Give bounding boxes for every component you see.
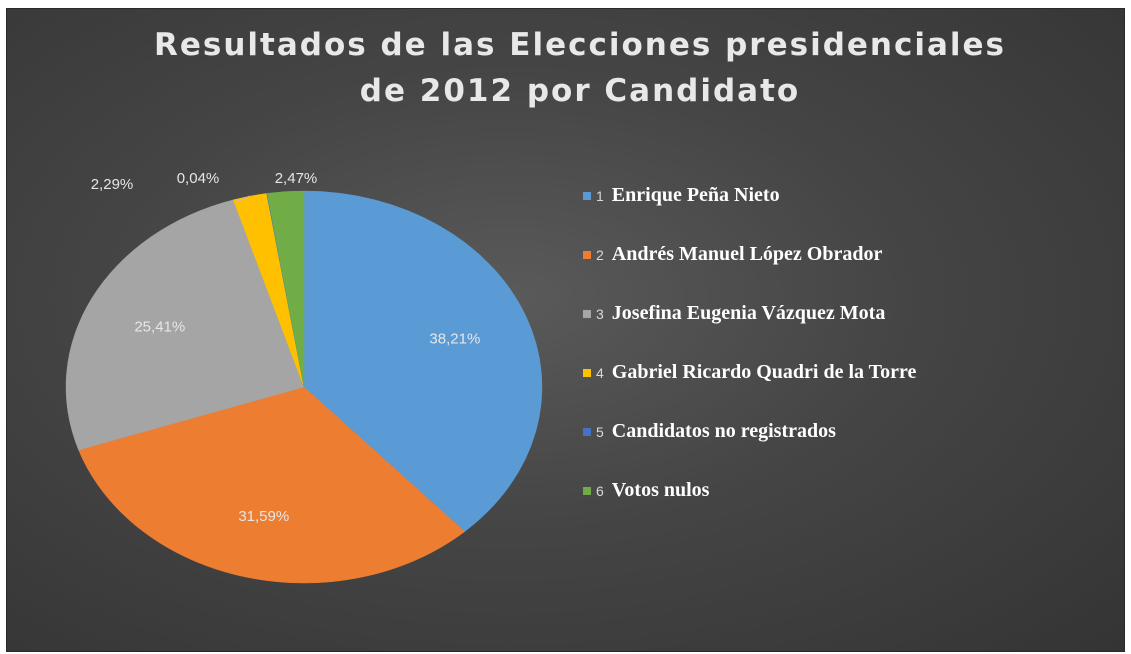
legend-item-3: 3 Josefina Eugenia Vázquez Mota [583, 284, 1123, 343]
legend-swatch-2 [583, 250, 591, 259]
legend-label-1: Enrique Peña Nieto [611, 184, 780, 206]
legend-item-4: 4 Gabriel Ricardo Quadri de la Torre [583, 343, 1123, 402]
chart-title-line-2: de 2012 por Candidato [359, 73, 801, 109]
legend-num-3: 3 [596, 305, 604, 322]
legend-item-2: 2 Andrés Manuel López Obrador [583, 225, 1123, 284]
data-label-5: 0,04% [177, 170, 220, 187]
legend-num-6: 6 [596, 482, 604, 499]
data-label-2: 31,59% [238, 508, 289, 525]
legend-label-2: Andrés Manuel López Obrador [611, 243, 883, 265]
pie-slice-6 [266, 190, 305, 388]
legend-label-5: Candidatos no registrados [611, 420, 836, 442]
legend-num-1: 1 [596, 187, 604, 204]
legend-swatch-3 [583, 309, 591, 318]
legend-swatch-5 [583, 427, 591, 436]
chart-title: Resultados de las Elecciones presidencia… [0, 22, 1131, 114]
legend-num-2: 2 [596, 246, 604, 263]
legend-swatch-6 [583, 486, 591, 495]
legend: 1 Enrique Peña Nieto 2 Andrés Manuel Lóp… [583, 166, 1123, 520]
legend-label-4: Gabriel Ricardo Quadri de la Torre [611, 361, 917, 383]
legend-num-5: 5 [596, 423, 604, 440]
legend-num-4: 4 [596, 364, 604, 381]
legend-item-5: 5 Candidatos no registrados [583, 402, 1123, 461]
legend-label-3: Josefina Eugenia Vázquez Mota [611, 302, 886, 324]
legend-swatch-4 [583, 368, 591, 377]
chart-title-line-1: Resultados de las Elecciones presidencia… [153, 27, 1007, 63]
legend-swatch-1 [583, 191, 591, 200]
pie-slice-1 [303, 190, 543, 532]
legend-item-1: 1 Enrique Peña Nieto [583, 166, 1123, 225]
pie-slice-2 [78, 386, 466, 584]
leader-line-4 [235, 195, 251, 203]
data-label-6: 2,47% [275, 170, 318, 187]
data-label-1: 38,21% [429, 331, 480, 348]
data-label-3: 25,41% [134, 319, 185, 336]
pie-slice-3 [65, 199, 305, 451]
legend-label-6: Votos nulos [611, 479, 710, 501]
legend-item-6: 6 Votos nulos [583, 461, 1123, 520]
data-label-4: 2,29% [91, 176, 134, 193]
